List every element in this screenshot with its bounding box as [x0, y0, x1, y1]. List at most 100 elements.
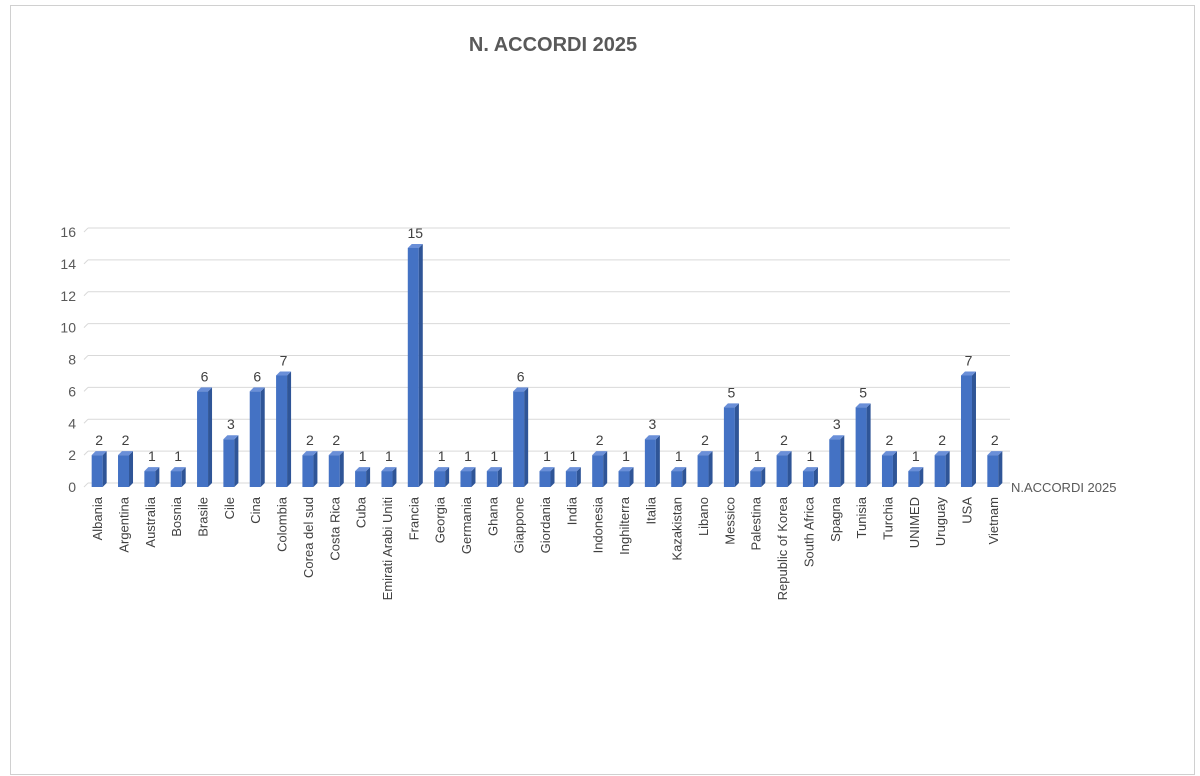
category-label: Corea del sud — [301, 497, 316, 578]
y-tick-label: 2 — [68, 447, 76, 463]
category-label: Argentina — [117, 496, 132, 552]
category-label: Brasile — [196, 497, 211, 537]
data-label: 1 — [174, 448, 182, 464]
data-label: 2 — [95, 432, 103, 448]
y-tick-label: 12 — [60, 288, 76, 304]
bar — [223, 435, 239, 487]
gridline-side — [83, 227, 89, 233]
bar — [644, 435, 660, 487]
bar — [750, 467, 766, 487]
bar — [881, 451, 897, 487]
bar — [355, 467, 371, 487]
bar — [276, 371, 292, 487]
gridline-side — [83, 323, 89, 328]
data-label: 6 — [253, 368, 261, 384]
gridline-side — [83, 291, 89, 297]
category-label: Albania — [90, 496, 105, 540]
y-tick-label: 16 — [60, 224, 76, 240]
bar — [592, 451, 608, 487]
data-label: 2 — [596, 432, 604, 448]
data-label: 2 — [306, 432, 314, 448]
data-label: 1 — [569, 448, 577, 464]
bar — [776, 451, 792, 487]
category-label: USA — [959, 497, 974, 524]
bar — [460, 467, 476, 487]
category-label: Italia — [643, 496, 658, 524]
y-tick-label: 14 — [60, 256, 76, 272]
bars — [91, 243, 1003, 487]
bar — [513, 387, 529, 487]
category-label: Uruguay — [933, 497, 948, 547]
y-tick-label: 4 — [68, 415, 76, 431]
data-label: 2 — [332, 432, 340, 448]
data-label: 2 — [991, 432, 999, 448]
data-label: 1 — [490, 448, 498, 464]
y-tick-label: 8 — [68, 352, 76, 368]
gridlines — [83, 227, 1010, 488]
category-label: Giappone — [512, 497, 527, 553]
category-label: Cile — [222, 497, 237, 519]
category-label: Republic of Korea — [775, 496, 790, 600]
data-label: 6 — [517, 368, 525, 384]
category-label: Bosnia — [169, 496, 184, 537]
category-label: Germania — [459, 496, 474, 554]
bar — [118, 451, 134, 487]
legend-series-name: N.ACCORDI 2025 — [1011, 480, 1116, 495]
data-label: 1 — [622, 448, 630, 464]
data-label: 2 — [122, 432, 130, 448]
gridline-side — [83, 259, 89, 265]
bar — [671, 467, 687, 487]
data-label: 3 — [833, 416, 841, 432]
bar — [407, 243, 423, 487]
y-tick-label: 10 — [60, 320, 76, 336]
data-label: 5 — [728, 384, 736, 400]
bar — [802, 467, 818, 487]
data-label: 1 — [543, 448, 551, 464]
bar — [908, 467, 924, 487]
bar — [486, 467, 502, 487]
category-label: Spagna — [828, 496, 843, 542]
bar — [144, 467, 160, 487]
chart-title: N. ACCORDI 2025 — [469, 34, 637, 56]
category-label: Kazakistan — [670, 497, 685, 561]
bar — [91, 451, 107, 487]
category-labels: Albania Argentina Australia Bosnia Brasile Ci… — [90, 496, 1001, 600]
category-label: Cina — [248, 496, 263, 524]
data-label: 1 — [675, 448, 683, 464]
data-label: 1 — [807, 448, 815, 464]
bar — [434, 467, 450, 487]
bar — [960, 371, 976, 487]
category-label: Vietnam — [986, 497, 1001, 544]
category-label: UNIMED — [907, 497, 922, 548]
data-label: 2 — [938, 432, 946, 448]
data-label: 1 — [148, 448, 156, 464]
category-label: Inghilterra — [617, 496, 632, 555]
data-label: 1 — [754, 448, 762, 464]
bar — [381, 467, 397, 487]
data-label: 2 — [701, 432, 709, 448]
bar — [987, 451, 1003, 487]
bar — [829, 435, 845, 487]
bar — [302, 451, 318, 487]
data-label: 1 — [385, 448, 393, 464]
bar — [855, 403, 871, 487]
bar — [170, 467, 186, 487]
bar — [565, 467, 581, 487]
category-label: Giordania — [538, 496, 553, 553]
category-label: Costa Rica — [327, 496, 342, 560]
category-label: Libano — [696, 497, 711, 536]
category-label: Messico — [722, 497, 737, 545]
data-label: 7 — [280, 352, 288, 368]
bar — [697, 451, 713, 487]
bar — [197, 387, 213, 487]
data-label: 1 — [359, 448, 367, 464]
data-label: 2 — [886, 432, 894, 448]
gridline-side — [83, 482, 89, 488]
data-label: 7 — [965, 352, 973, 368]
data-label: 1 — [438, 448, 446, 464]
y-axis-tick-labels: 0 2 4 6 8 10 12 14 16 — [60, 224, 76, 495]
category-label: Georgia — [433, 496, 448, 543]
